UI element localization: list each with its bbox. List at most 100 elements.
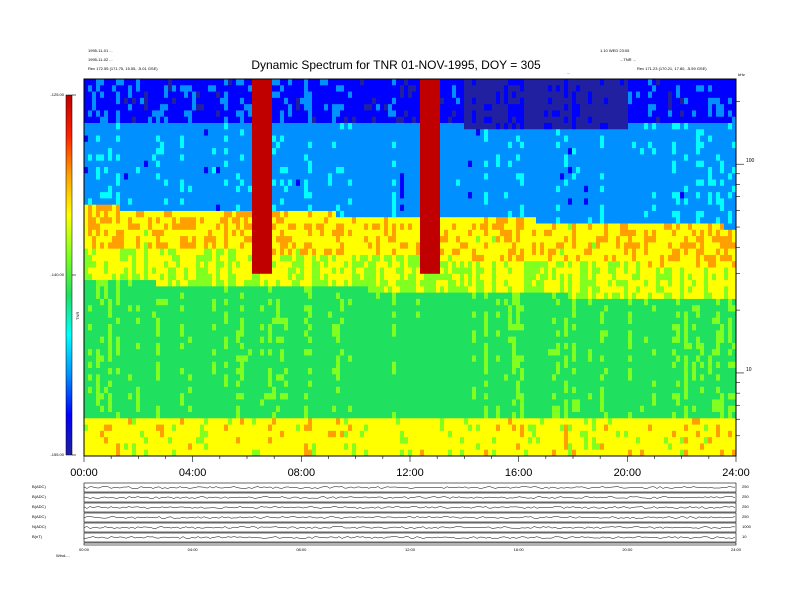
spectrogram-cell xyxy=(412,286,417,294)
spectrogram-cell xyxy=(340,135,345,143)
spectrogram-cell xyxy=(344,129,349,136)
spectrogram-cell xyxy=(112,242,117,250)
spectrogram-cell xyxy=(200,292,205,300)
spectrogram-cell xyxy=(132,330,137,338)
spectrogram-cell xyxy=(140,349,145,356)
spectrogram-cell xyxy=(180,267,185,275)
spectrogram-cell xyxy=(172,192,177,199)
spectrogram-cell xyxy=(392,355,397,363)
spectrogram-cell xyxy=(232,355,237,363)
spectrogram-cell xyxy=(376,242,381,250)
spectrogram-cell xyxy=(276,424,281,432)
spectrogram-cell xyxy=(200,97,205,105)
spectrogram-cell xyxy=(396,342,401,350)
spectrogram-cell xyxy=(204,305,209,312)
spectrogram-cell xyxy=(244,443,249,451)
spectrogram-cell xyxy=(180,204,185,212)
spectrogram-cell xyxy=(240,443,245,451)
spectrogram-cell xyxy=(168,349,173,356)
spectrogram-cell xyxy=(392,324,397,331)
spectrogram-cell xyxy=(352,141,357,149)
spectrogram-cell xyxy=(256,79,261,86)
spectrogram-cell xyxy=(376,104,381,111)
spectrogram-cell xyxy=(248,336,253,344)
spectrogram-cell xyxy=(348,380,353,388)
spectrogram-cell xyxy=(124,380,129,388)
spectrogram-cell xyxy=(204,129,209,136)
spectrogram-cell xyxy=(88,116,93,124)
spectrogram-cell xyxy=(360,141,365,149)
spectrogram-cell xyxy=(108,386,113,394)
spectrogram-cell xyxy=(264,110,269,118)
spectrogram-cell xyxy=(396,424,401,432)
spectrogram-cell xyxy=(408,374,413,381)
spectrogram-cell xyxy=(184,437,189,444)
spectrogram-cell xyxy=(276,330,281,338)
spectrogram-cell xyxy=(180,342,185,350)
spectrogram-cell xyxy=(412,380,417,388)
spectrogram-cell xyxy=(124,85,129,92)
spectrogram-cell xyxy=(152,135,157,143)
spectrogram-cell xyxy=(264,223,269,231)
spectrogram-cell xyxy=(332,342,337,350)
spectrogram-cell xyxy=(116,104,121,111)
spectrogram-cell xyxy=(408,223,413,231)
spectrogram-cell xyxy=(360,317,365,325)
spectrogram-cell xyxy=(408,349,413,356)
spectrogram-cell xyxy=(268,116,273,124)
spectrogram-cell xyxy=(372,173,377,180)
spectrogram-cell xyxy=(204,374,209,381)
spectrogram-cell xyxy=(120,418,125,425)
spectrogram-cell xyxy=(160,286,165,294)
spectrogram-cell xyxy=(148,217,153,224)
spectrogram-cell xyxy=(300,437,305,444)
spectrogram-cell xyxy=(292,418,297,425)
spectrogram-cell xyxy=(372,204,377,212)
spectrogram-cell xyxy=(192,386,197,394)
spectrogram-cell xyxy=(320,185,325,193)
spectrogram-cell xyxy=(312,217,317,224)
spectrogram-cell xyxy=(256,254,261,262)
spectrogram-cell xyxy=(376,399,381,407)
spectrogram-cell xyxy=(88,267,93,275)
spectrogram-cell xyxy=(392,368,397,375)
spectrogram-cell xyxy=(344,286,349,294)
spectrogram-cell xyxy=(216,430,221,438)
spectrogram-cell xyxy=(168,418,173,425)
spectrogram-cell xyxy=(400,412,405,419)
spectrogram-cell xyxy=(344,443,349,451)
spectrogram-cell xyxy=(180,292,185,300)
spectrogram-cell xyxy=(384,254,389,262)
spectrogram-cell xyxy=(228,336,233,344)
spectrogram-cell xyxy=(316,261,321,268)
spectrogram-cell xyxy=(140,449,145,457)
header-right-line-1: 1.10 WED 23:05 xyxy=(600,48,630,53)
spectrogram-cell xyxy=(156,85,161,92)
spectrogram-cell xyxy=(320,286,325,294)
spectrogram-cell xyxy=(368,443,373,451)
spectrogram-cell xyxy=(156,166,161,174)
spectrogram-cell xyxy=(296,242,301,250)
spectrogram-cell xyxy=(272,91,277,99)
spectrogram-cell xyxy=(364,412,369,419)
spectrogram-cell xyxy=(408,449,413,457)
spectrogram-cell xyxy=(220,104,225,111)
spectrogram-cell xyxy=(292,286,297,294)
spectrogram-cell xyxy=(392,399,397,407)
spectrogram-cell xyxy=(364,336,369,344)
spectrogram-cell xyxy=(356,273,361,281)
spectrogram-cell xyxy=(144,443,149,451)
spectrogram-cell xyxy=(268,311,273,319)
spectrogram-cell xyxy=(316,405,321,413)
spectrogram-cell xyxy=(224,412,229,419)
spectrogram-cell xyxy=(224,122,229,130)
spectrogram-cell xyxy=(152,160,157,168)
spectrogram-cell xyxy=(168,399,173,407)
spectrogram-cell xyxy=(220,110,225,118)
spectrogram-cell xyxy=(104,324,109,331)
spectrogram-cell xyxy=(228,292,233,300)
spectrogram-cell xyxy=(392,374,397,381)
spectrogram-cell xyxy=(240,273,245,281)
spectrogram-cell xyxy=(396,154,401,162)
